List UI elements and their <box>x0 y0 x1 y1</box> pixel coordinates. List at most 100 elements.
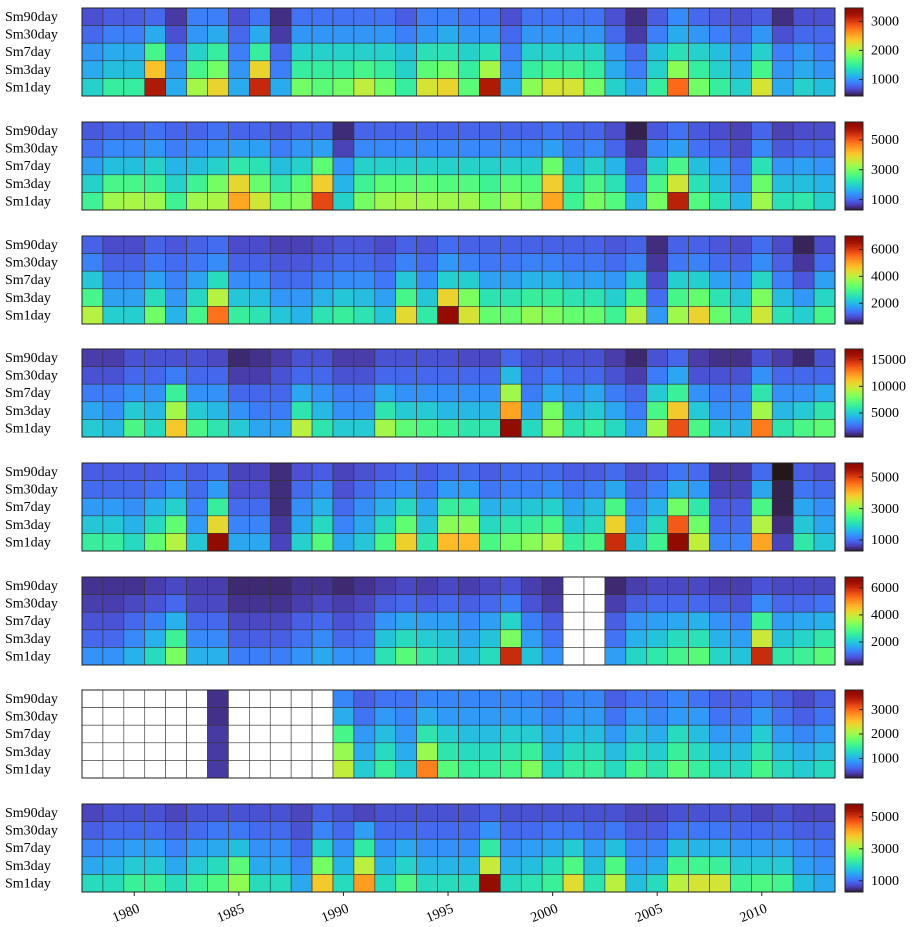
cell <box>813 7 836 26</box>
colorbar-step <box>845 623 863 626</box>
colorbar-step <box>845 859 863 862</box>
row-label: Sm3day <box>5 404 51 419</box>
cell <box>730 139 752 158</box>
cell <box>353 348 376 367</box>
colorbar-step <box>845 432 863 435</box>
cell <box>688 25 710 44</box>
cell <box>416 629 438 648</box>
cell <box>500 419 522 438</box>
colorbar-step <box>845 62 863 65</box>
cell <box>395 647 417 666</box>
cell <box>165 60 187 79</box>
cell <box>813 192 836 211</box>
cell <box>646 401 668 420</box>
cell <box>123 576 146 595</box>
cell <box>228 7 250 26</box>
cell <box>249 856 271 875</box>
cell <box>792 689 815 708</box>
colorbar-step <box>845 591 863 594</box>
cell <box>395 689 417 708</box>
cell <box>395 576 417 595</box>
colorbar-step <box>845 393 863 395</box>
heatmap-panel: Sm90daySm30daySm7daySm3daySm1day20004000… <box>5 235 899 325</box>
cell <box>520 192 543 211</box>
cell <box>562 419 585 438</box>
colorbar-step <box>845 855 863 858</box>
colorbar-step <box>845 404 863 407</box>
cell <box>374 838 397 858</box>
colorbar-tick-label: 2000 <box>871 296 899 311</box>
cell <box>81 156 104 176</box>
colorbar-step <box>845 293 863 296</box>
colorbar-step <box>845 626 863 629</box>
cell <box>269 270 292 290</box>
cell <box>395 42 417 62</box>
cell <box>646 78 668 97</box>
cell <box>562 253 585 272</box>
colorbar-step <box>845 707 863 710</box>
row-label: Sm1day <box>5 308 51 323</box>
heatmap-panel: Sm90daySm30daySm7daySm3daySm1day10002000… <box>5 689 899 779</box>
empty-cell <box>228 742 250 761</box>
cell <box>228 25 250 44</box>
cell <box>751 419 773 438</box>
colorbar-step <box>845 182 863 185</box>
cell <box>479 7 501 26</box>
cell <box>751 497 773 517</box>
colorbar-step <box>845 606 863 609</box>
cell <box>479 647 501 666</box>
colorbar-step <box>845 148 863 151</box>
colorbar-step <box>845 199 863 202</box>
cell <box>625 856 648 875</box>
cell <box>395 707 417 726</box>
colorbar-step <box>845 867 863 870</box>
colorbar-step <box>845 485 863 487</box>
cell <box>269 121 292 140</box>
cell <box>102 629 125 648</box>
colorbar-step <box>845 817 863 820</box>
cell <box>269 838 292 858</box>
cell <box>646 253 668 272</box>
cell <box>771 288 794 307</box>
cell <box>479 533 501 552</box>
empty-cell <box>311 742 334 761</box>
cell <box>709 306 731 325</box>
colorbar-step <box>845 632 863 635</box>
empty-cell <box>583 576 606 595</box>
colorbar-step <box>845 486 863 489</box>
cell <box>730 306 752 325</box>
cell <box>102 25 125 44</box>
cell <box>353 647 376 666</box>
cell <box>688 174 710 193</box>
cell <box>667 270 689 290</box>
cell <box>269 874 292 893</box>
colorbar-step <box>845 87 863 90</box>
colorbar-step <box>845 416 863 419</box>
cell <box>207 121 229 140</box>
cell <box>709 270 731 290</box>
cell <box>458 724 480 744</box>
cell <box>709 856 731 875</box>
cell <box>667 480 689 499</box>
cell <box>165 874 187 893</box>
colorbar-step <box>845 353 863 356</box>
colorbar-step <box>845 604 863 607</box>
empty-cell <box>269 742 292 761</box>
empty-cell <box>165 689 187 708</box>
cell <box>123 348 146 367</box>
cell <box>709 462 731 481</box>
colorbar-step <box>845 263 863 266</box>
colorbar-step <box>845 757 863 760</box>
cell <box>771 60 794 79</box>
cell <box>604 497 627 517</box>
cell <box>541 462 564 481</box>
cell <box>81 7 104 26</box>
colorbar-step <box>845 540 863 543</box>
cell <box>625 156 648 176</box>
colorbar-step <box>845 489 863 492</box>
cell <box>646 803 668 822</box>
cell <box>290 594 313 613</box>
cell <box>792 856 815 875</box>
cell <box>520 689 543 708</box>
cell <box>207 647 229 666</box>
